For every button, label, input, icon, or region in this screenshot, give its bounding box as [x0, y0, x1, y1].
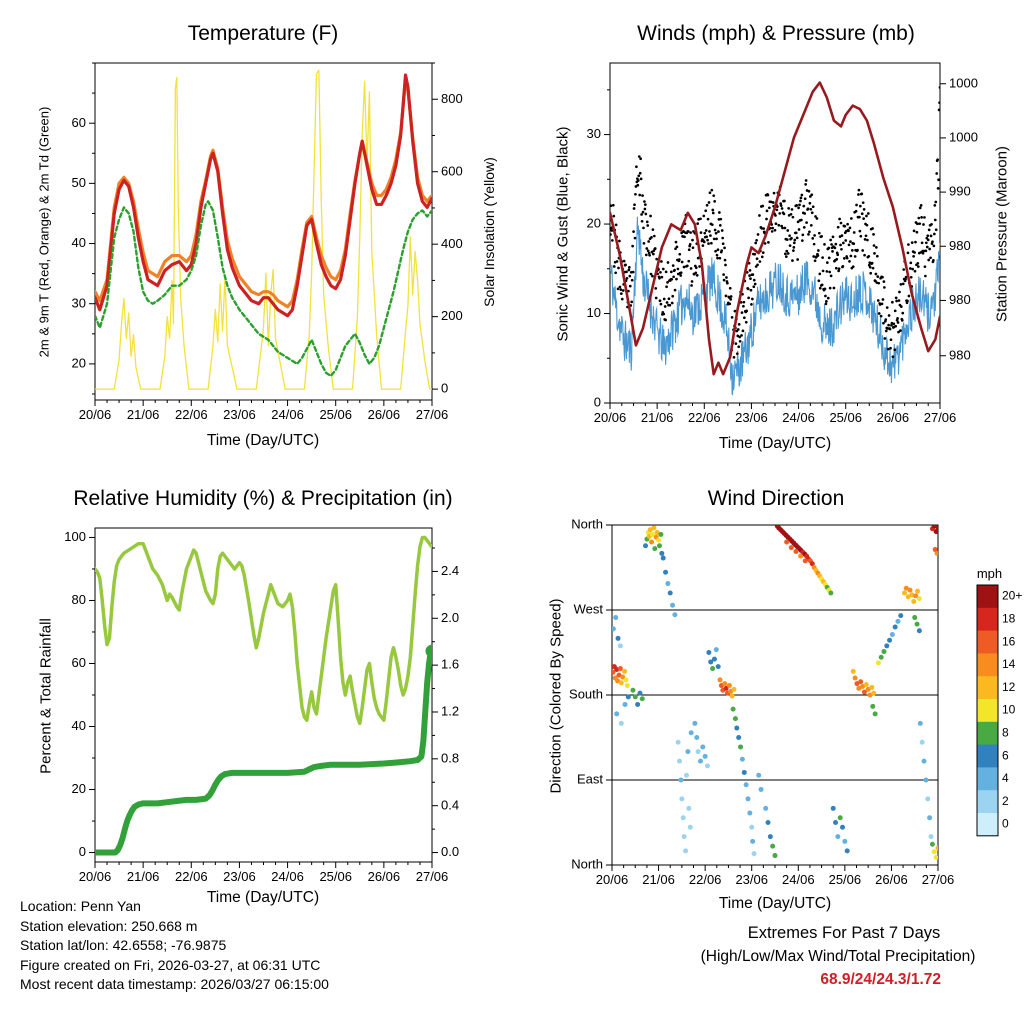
station-location: Location: Penn Yan: [20, 898, 141, 914]
station-elevation: Station elevation: 250.668 m: [20, 917, 198, 934]
direction-x-axis-label: Time (Day/UTC): [718, 895, 832, 912]
wind-left-axis-label: Sonic Wind & Gust (Blue, Black): [554, 126, 572, 342]
humidity-x-axis-label: Time (Day/UTC): [206, 889, 320, 906]
most-recent-data-timestamp: Most recent data timestamp: 2026/03/27 0…: [20, 976, 329, 992]
extremes-heading: Extremes For Past 7 Days: [747, 924, 941, 942]
figure-created-timestamp: Figure created on Fri, 2026-03-27, at 06…: [20, 956, 321, 973]
direction-left-axis-label: Direction (Colored By Speed): [547, 598, 565, 794]
temperature-left-axis-label: 2m & 9m T (Red, Orange) & 2m Td (Green): [36, 106, 52, 358]
winds-x-axis-label: Time (Day/UTC): [718, 435, 832, 452]
wind-direction-chart-title: Wind Direction: [707, 487, 845, 510]
temperature-chart-title: Temperature (F): [187, 22, 339, 45]
humidity-left-axis-label: Percent & Total Rainfall: [37, 618, 55, 774]
humidity-precip-chart-title: Relative Humidity (%) & Precipitation (i…: [73, 487, 453, 510]
extremes-values: 68.9/24/24.3/1.72: [820, 971, 941, 988]
extremes-subheading: (High/Low/Max Wind/Total Precipitation): [700, 948, 976, 965]
solar-right-axis-label: Solar Insolation (Yellow): [481, 157, 497, 307]
winds-pressure-chart-title: Winds (mph) & Pressure (mb): [637, 22, 915, 45]
station-info-block: Location: Penn Yan Station elevation: 25…: [20, 897, 329, 995]
station-latlon: Station lat/lon: 42.6558; -76.9875: [20, 937, 227, 953]
pressure-right-axis-label: Station Pressure (Maroon): [993, 146, 1011, 322]
temperature-x-axis-label: Time (Day/UTC): [206, 432, 320, 449]
